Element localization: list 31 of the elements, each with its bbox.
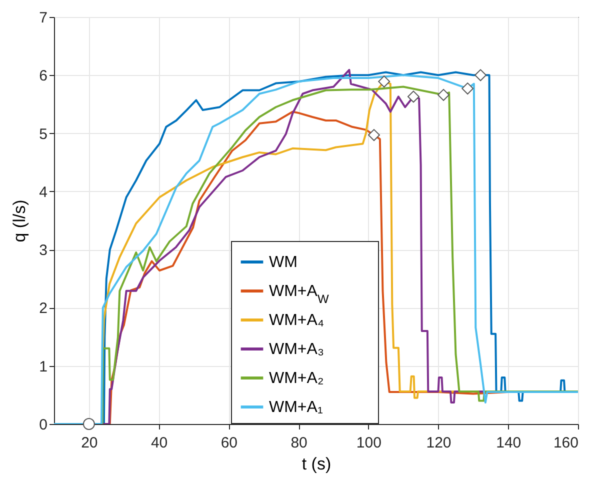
legend-label: WM+A₂ [269,370,324,387]
x-tick-label: 120 [426,434,452,452]
x-tick-label: 100 [356,434,382,452]
y-tick-label: 0 [39,416,48,434]
point [378,76,390,88]
y-tick-label: 2 [39,300,48,318]
point [407,90,420,103]
y-tick-label: 4 [39,184,48,201]
legend-label: WM+A₄ [269,312,324,329]
y-tick-label: 7 [39,10,48,26]
legend-label: WM [269,254,298,271]
legend-label: WM+A$_{W}$ [269,283,330,306]
y-tick-label: 5 [39,126,48,143]
point [462,82,474,94]
x-tick-label: 80 [290,434,308,452]
point [368,129,380,142]
legend-label: WM+A₁ [269,399,323,416]
point [474,69,487,82]
x-axis-title: t (s) [302,454,332,474]
y-tick-label: 3 [39,242,48,260]
point [438,88,450,101]
x-tick-label: 140 [496,434,522,452]
y-axis-title: q (l/s) [10,200,30,242]
point [82,418,95,430]
x-tick-label: 160 [553,434,578,452]
y-tick-label: 1 [39,358,48,376]
y-tick-label: 6 [39,68,48,85]
x-tick-label: 20 [81,434,98,452]
x-tick-label: 60 [220,434,238,452]
legend-label: WM+A₃ [269,341,324,358]
x-tick-label: 40 [150,434,168,452]
